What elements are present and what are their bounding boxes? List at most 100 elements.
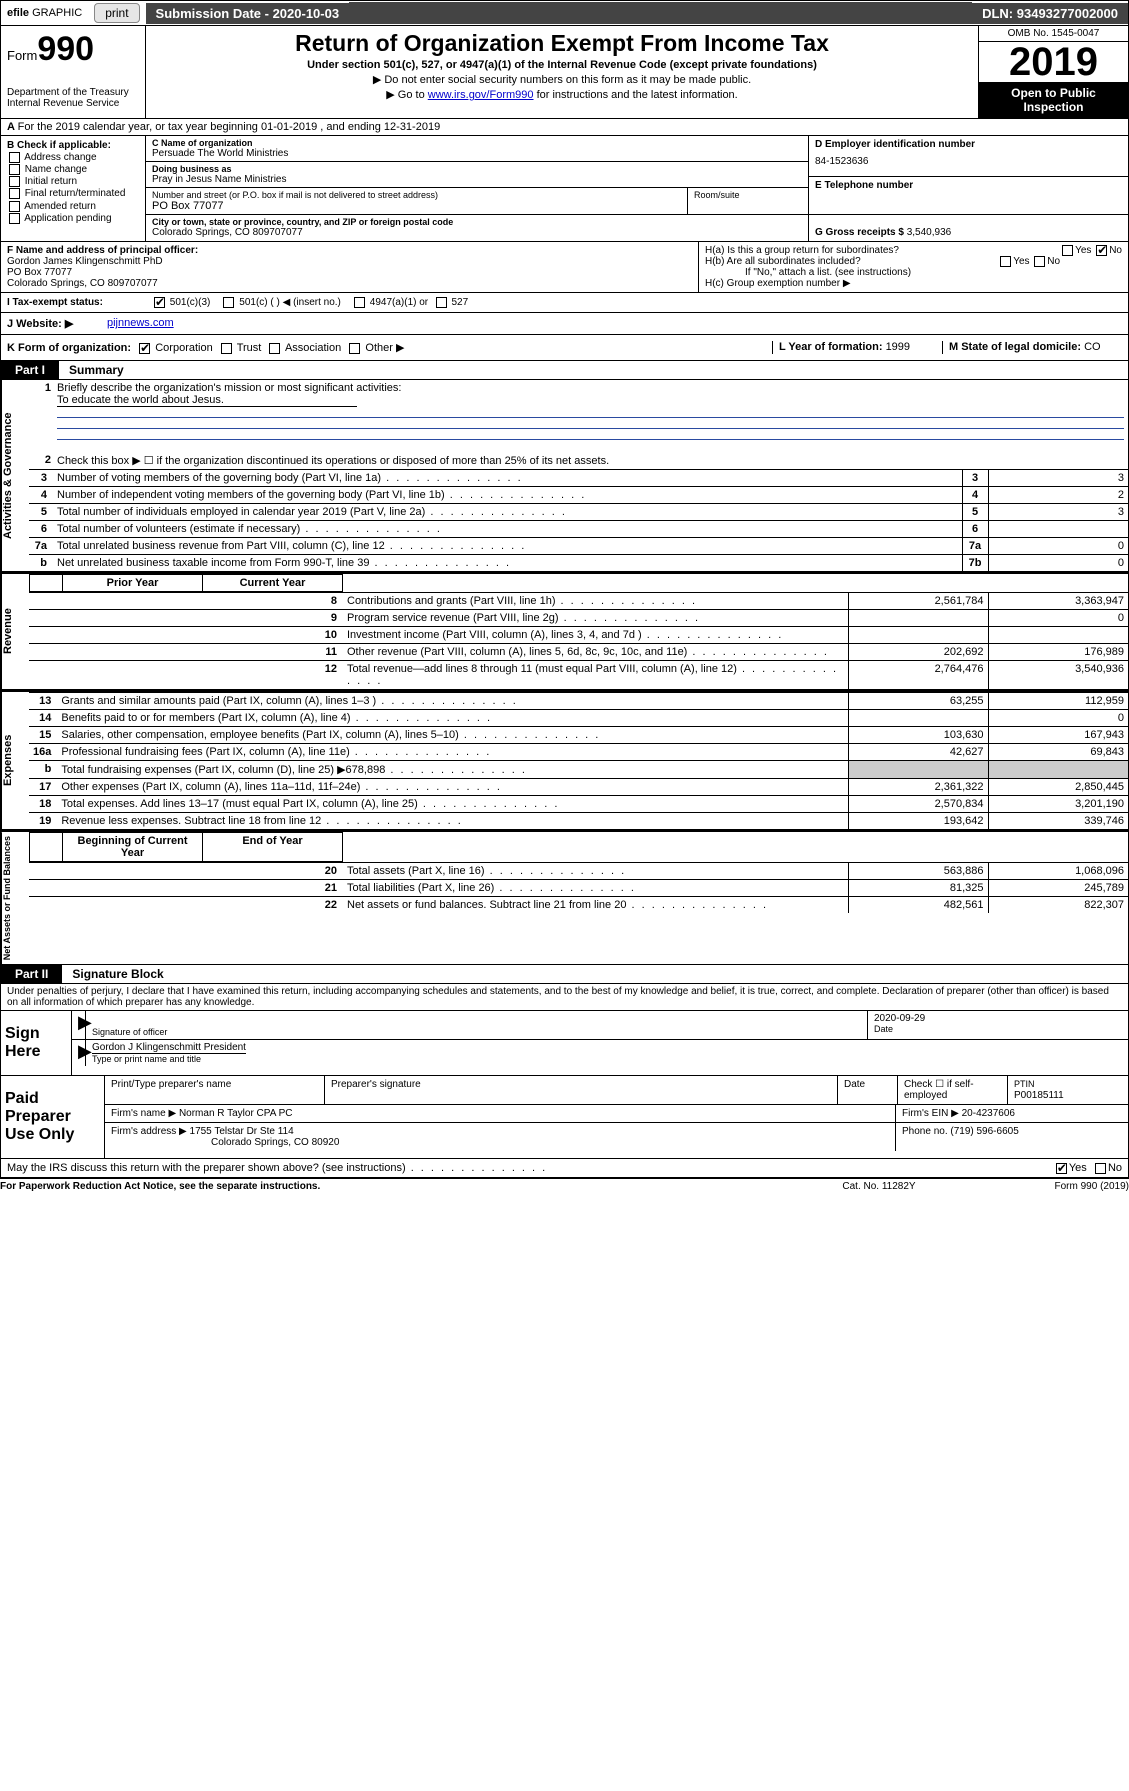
side-label-exp: Expenses (1, 692, 29, 829)
table-row: 9Program service revenue (Part VIII, lin… (29, 610, 1128, 627)
part2-title: Signature Block (62, 967, 163, 981)
part1-header: Part I Summary (0, 361, 1129, 380)
table-row: bTotal fundraising expenses (Part IX, co… (29, 761, 1128, 779)
cb-4947[interactable] (354, 297, 365, 308)
gross-receipts-cell: G Gross receipts $ 3,540,936 (809, 215, 1128, 241)
table-row: 8Contributions and grants (Part VIII, li… (29, 593, 1128, 610)
ein-cell: D Employer identification number 84-1523… (809, 136, 1128, 177)
submission-date: Submission Date - 2020-10-03 (146, 3, 350, 24)
rev-table: Prior Year Current Year 8Contributions a… (29, 574, 1128, 689)
print-button[interactable]: print (94, 3, 139, 23)
cb-initial-return[interactable]: Initial return (7, 176, 139, 187)
sig-row-2: ▶ Gordon J Klingenschmitt President Type… (72, 1040, 1128, 1066)
table-row: 20Total assets (Part X, line 16)563,8861… (29, 863, 1128, 880)
sign-here-label: Sign Here (1, 1011, 71, 1075)
street-row: Number and street (or P.O. box if mail i… (146, 188, 808, 215)
block-bcd: B Check if applicable: Address change Na… (0, 136, 1129, 242)
subtitle-2: ▶ Do not enter social security numbers o… (154, 73, 970, 86)
footer: For Paperwork Reduction Act Notice, see … (0, 1178, 1129, 1194)
col-d-ein: D Employer identification number 84-1523… (808, 136, 1128, 241)
cb-discuss-yes[interactable] (1056, 1163, 1067, 1174)
table-row: 18Total expenses. Add lines 13–17 (must … (29, 796, 1128, 813)
form-title: Return of Organization Exempt From Incom… (154, 30, 970, 57)
table-row: bNet unrelated business taxable income f… (29, 555, 1128, 572)
table-row: 22Net assets or fund balances. Subtract … (29, 897, 1128, 914)
side-label-gov: Activities & Governance (1, 380, 29, 571)
cb-name-change[interactable]: Name change (7, 164, 139, 175)
cb-address-change[interactable]: Address change (7, 152, 139, 163)
subtitle-1: Under section 501(c), 527, or 4947(a)(1)… (154, 59, 970, 71)
header-right: OMB No. 1545-0047 2019 Open to Public In… (978, 26, 1128, 118)
hb-note: If "No," attach a list. (see instruction… (705, 267, 1122, 278)
tax-year: 2019 (979, 42, 1128, 82)
perjury-text: Under penalties of perjury, I declare th… (0, 984, 1129, 1011)
ha-row: H(a) Is this a group return for subordin… (705, 245, 1122, 256)
top-bar: efile GRAPHIC print Submission Date - 20… (0, 0, 1129, 26)
line-2: 2 Check this box ▶ ☐ if the organization… (29, 452, 1128, 469)
table-row: 12Total revenue—add lines 8 through 11 (… (29, 661, 1128, 690)
hb-row: H(b) Are all subordinates included? Yes … (705, 256, 1122, 267)
paid-preparer-block: Paid Preparer Use Only Print/Type prepar… (0, 1076, 1129, 1159)
cb-501c[interactable] (223, 297, 234, 308)
rev-header-row: Prior Year Current Year (29, 574, 343, 592)
cb-trust[interactable] (221, 343, 232, 354)
header-title-block: Return of Organization Exempt From Incom… (146, 26, 978, 118)
cb-app-pending[interactable]: Application pending (7, 213, 139, 224)
table-row: 10Investment income (Part VIII, column (… (29, 627, 1128, 644)
block-fh: F Name and address of principal officer:… (0, 242, 1129, 293)
dept-treasury: Department of the Treasury Internal Reve… (7, 87, 139, 109)
paid-preparer-label: Paid Preparer Use Only (1, 1076, 105, 1158)
summary-net: Net Assets or Fund Balances Beginning of… (0, 830, 1129, 965)
part2-header: Part II Signature Block (0, 965, 1129, 984)
summary-rev: Revenue Prior Year Current Year 8Contrib… (0, 572, 1129, 690)
row-i-tax-exempt: I Tax-exempt status: 501(c)(3) 501(c) ( … (0, 293, 1129, 313)
table-row: 7aTotal unrelated business revenue from … (29, 538, 1128, 555)
open-to-public: Open to Public Inspection (979, 82, 1128, 118)
cb-corp[interactable] (139, 343, 150, 354)
table-row: 21Total liabilities (Part X, line 26)81,… (29, 880, 1128, 897)
table-row: 5Total number of individuals employed in… (29, 504, 1128, 521)
net-header-row: Beginning of Current Year End of Year (29, 832, 343, 862)
cb-other[interactable] (349, 343, 360, 354)
cb-discuss-no[interactable] (1095, 1163, 1106, 1174)
form-number: Form990 (7, 30, 139, 69)
exp-table: 13Grants and similar amounts paid (Part … (29, 692, 1128, 829)
topbar-spacer (349, 2, 972, 24)
table-row: 14Benefits paid to or for members (Part … (29, 710, 1128, 727)
prep-row-2: Firm's name ▶ Norman R Taylor CPA PC Fir… (105, 1105, 1128, 1123)
part1-title: Summary (59, 363, 124, 377)
col-f-officer: F Name and address of principal officer:… (1, 242, 698, 292)
table-row: 13Grants and similar amounts paid (Part … (29, 693, 1128, 710)
side-label-rev: Revenue (1, 574, 29, 689)
table-row: 11Other revenue (Part VIII, column (A), … (29, 644, 1128, 661)
dln: DLN: 93493277002000 (972, 3, 1128, 24)
phone-cell: E Telephone number (809, 177, 1128, 215)
irs-link[interactable]: www.irs.gov/Form990 (428, 89, 534, 101)
prep-row-1: Print/Type preparer's name Preparer's si… (105, 1076, 1128, 1105)
cb-final-return[interactable]: Final return/terminated (7, 188, 139, 199)
row-k-form-org: K Form of organization: Corporation Trus… (0, 335, 1129, 361)
efile-label: efile GRAPHIC (1, 5, 88, 21)
cb-527[interactable] (436, 297, 447, 308)
table-row: 4Number of independent voting members of… (29, 487, 1128, 504)
table-row: 19Revenue less expenses. Subtract line 1… (29, 813, 1128, 830)
part2-tab: Part II (1, 965, 62, 983)
cb-assoc[interactable] (269, 343, 280, 354)
col-b-checkboxes: B Check if applicable: Address change Na… (1, 136, 146, 241)
website-link[interactable]: pijnnews.com (107, 317, 174, 330)
gov-table: 3Number of voting members of the governi… (29, 469, 1128, 571)
dba-row: Doing business as Pray in Jesus Name Min… (146, 162, 808, 188)
sig-row-1: ▶ Signature of officer 2020-09-29 Date (72, 1011, 1128, 1040)
summary-exp: Expenses 13Grants and similar amounts pa… (0, 690, 1129, 830)
net-table: Beginning of Current Year End of Year 20… (29, 832, 1128, 913)
table-row: 15Salaries, other compensation, employee… (29, 727, 1128, 744)
table-row: 16aProfessional fundraising fees (Part I… (29, 744, 1128, 761)
form-header: Form990 Department of the Treasury Inter… (0, 26, 1129, 119)
row-j-website: J Website: ▶ pijnnews.com (0, 313, 1129, 335)
header-left: Form990 Department of the Treasury Inter… (1, 26, 146, 118)
line-1: 1 Briefly describe the organization's mi… (29, 380, 1128, 452)
part1-tab: Part I (1, 361, 59, 379)
cb-501c3[interactable] (154, 297, 165, 308)
city-row: City or town, state or province, country… (146, 215, 808, 240)
cb-amended[interactable]: Amended return (7, 201, 139, 212)
